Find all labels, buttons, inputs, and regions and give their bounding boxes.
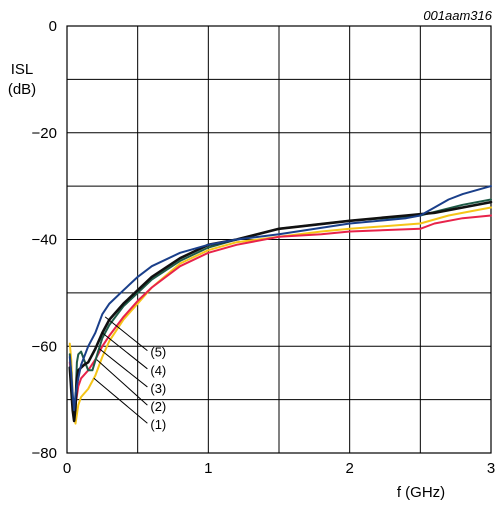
series-line-1 — [68, 206, 492, 425]
series-lines — [68, 185, 493, 425]
y-tick-label: −60 — [32, 338, 57, 355]
callout-leader-3 — [99, 348, 148, 388]
plot-frame — [66, 25, 492, 454]
y-axis-label-line1: ISL — [11, 61, 34, 78]
callout-leader-2 — [96, 359, 148, 406]
callout-label-3: (3) — [150, 381, 166, 396]
callout-leader-4 — [102, 332, 148, 370]
series-line-5 — [68, 185, 492, 412]
tick-labels: 0 1 2 3 −80 −60 −40 −20 0 — [32, 18, 496, 477]
callout-label-1: (1) — [150, 417, 166, 432]
series-line-4 — [68, 200, 493, 423]
x-tick-label: 1 — [204, 460, 212, 477]
x-tick-label: 3 — [487, 460, 495, 477]
series-line-2 — [68, 214, 492, 417]
grid — [66, 25, 492, 454]
figure-id: 001aam316 — [423, 8, 492, 23]
y-tick-label: 0 — [49, 18, 57, 35]
callout-leader-1 — [93, 377, 148, 424]
y-tick-label: −20 — [32, 125, 57, 142]
callout-label-5: (5) — [150, 345, 166, 360]
y-tick-label: −40 — [32, 232, 57, 249]
y-tick-label: −80 — [32, 445, 57, 462]
callout-label-4: (4) — [150, 363, 166, 378]
x-tick-label: 2 — [345, 460, 353, 477]
callout-leader-5 — [104, 316, 148, 352]
callout-label-2: (2) — [150, 399, 166, 414]
y-axis-label-line2: (dB) — [8, 81, 36, 98]
x-tick-label: 0 — [63, 460, 71, 477]
series-callouts: (5) (4) (3) (2) (1) — [93, 316, 166, 432]
x-axis-label: f (GHz) — [397, 484, 445, 501]
